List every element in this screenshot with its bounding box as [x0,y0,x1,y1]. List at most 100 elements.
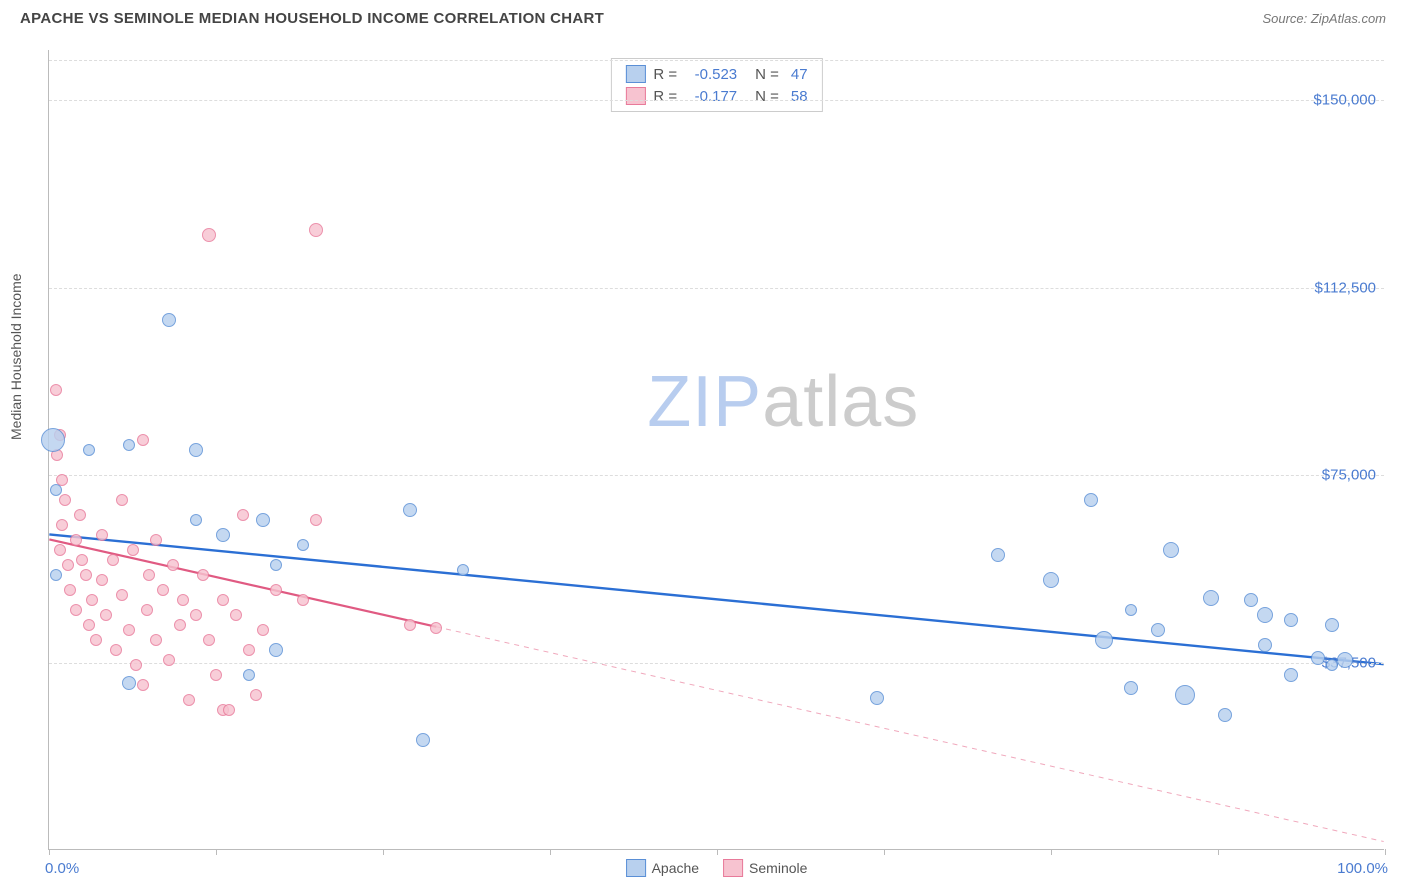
x-tick [717,849,718,855]
data-point [403,503,417,517]
data-point [177,594,189,606]
data-point [217,594,229,606]
gridline [49,288,1384,289]
gridline [49,60,1384,61]
data-point [430,622,442,634]
data-point [243,644,255,656]
y-axis-label: Median Household Income [8,273,24,440]
x-tick [884,849,885,855]
data-point [1326,659,1338,671]
data-point [50,384,62,396]
data-point [1337,652,1353,668]
data-point [50,569,62,581]
data-point [54,544,66,556]
source-label: Source: ZipAtlas.com [1262,11,1386,26]
data-point [991,548,1005,562]
data-point [123,624,135,636]
data-point [1284,613,1298,627]
data-point [70,604,82,616]
data-point [210,669,222,681]
data-point [1257,607,1273,623]
gridline [49,475,1384,476]
data-point [1124,681,1138,695]
data-point [870,691,884,705]
data-point [256,513,270,527]
data-point [70,534,82,546]
legend-item: Seminole [723,859,807,877]
data-point [269,643,283,657]
data-point [137,434,149,446]
gridline [49,663,1384,664]
data-point [270,584,282,596]
apache-swatch-icon [625,65,645,83]
data-point [137,679,149,691]
y-tick-label: $75,000 [1322,467,1376,484]
data-point [297,539,309,551]
x-tick [1051,849,1052,855]
legend-label: Seminole [749,860,807,876]
data-point [62,559,74,571]
data-point [197,569,209,581]
data-point [74,509,86,521]
x-axis-left-label: 0.0% [45,860,79,877]
data-point [96,529,108,541]
legend-swatch-icon [723,859,743,877]
legend-item: Apache [626,859,699,877]
data-point [86,594,98,606]
data-point [150,634,162,646]
data-point [162,313,176,327]
data-point [230,609,242,621]
x-tick [550,849,551,855]
data-point [202,228,216,242]
data-point [457,564,469,576]
stats-row-apache: R =-0.523 N =47 [625,63,807,85]
legend: Apache Seminole [626,859,808,877]
data-point [1325,618,1339,632]
data-point [64,584,76,596]
data-point [223,704,235,716]
data-point [130,659,142,671]
data-point [1203,590,1219,606]
data-point [1084,493,1098,507]
data-point [90,634,102,646]
data-point [250,689,262,701]
x-tick [216,849,217,855]
chart-plot-area: ZIPatlas R =-0.523 N =47 R =-0.177 N =58… [48,50,1384,850]
data-point [83,619,95,631]
y-tick-label: $150,000 [1313,92,1376,109]
data-point [122,676,136,690]
data-point [183,694,195,706]
data-point [116,494,128,506]
x-tick [383,849,384,855]
data-point [1151,623,1165,637]
data-point [270,559,282,571]
data-point [59,494,71,506]
data-point [1175,685,1195,705]
data-point [404,619,416,631]
data-point [127,544,139,556]
watermark: ZIPatlas [647,361,919,443]
data-point [80,569,92,581]
x-axis-right-label: 100.0% [1337,860,1388,877]
data-point [150,534,162,546]
data-point [163,654,175,666]
data-point [56,519,68,531]
data-point [100,609,112,621]
data-point [143,569,155,581]
legend-label: Apache [652,860,699,876]
data-point [1218,708,1232,722]
data-point [243,669,255,681]
y-tick-label: $112,500 [1315,279,1376,296]
data-point [1043,572,1059,588]
stats-row-seminole: R =-0.177 N =58 [625,85,807,107]
data-point [416,733,430,747]
data-point [110,644,122,656]
data-point [203,634,215,646]
data-point [96,574,108,586]
x-tick [1385,849,1386,855]
data-point [1125,604,1137,616]
data-point [309,223,323,237]
data-point [1095,631,1113,649]
data-point [1284,668,1298,682]
seminole-swatch-icon [625,87,645,105]
